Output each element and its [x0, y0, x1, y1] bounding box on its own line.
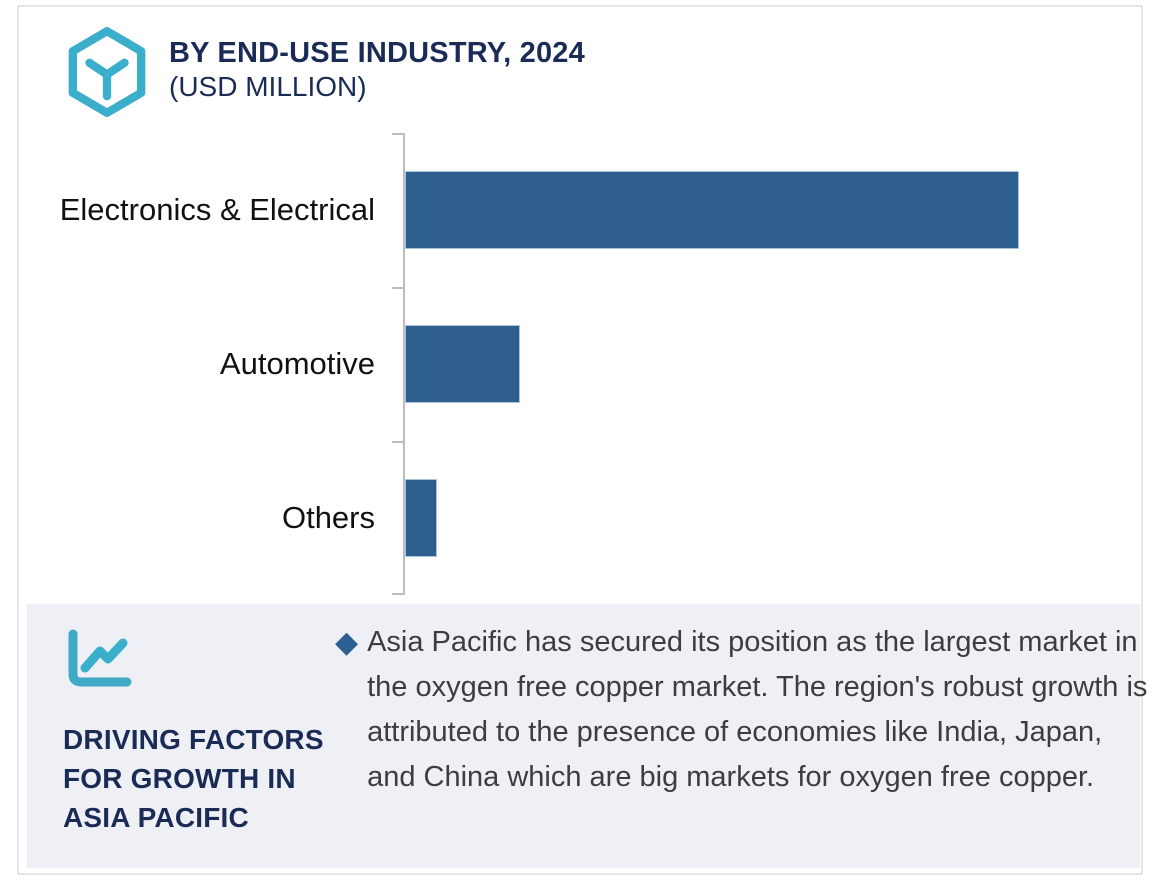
bar-row: Automotive [0, 287, 1170, 441]
title-block: BY END-USE INDUSTRY, 2024 (USD MILLION) [169, 27, 585, 104]
category-label: Electronics & Electrical [59, 192, 375, 227]
bar-track [405, 479, 1170, 557]
insights-heading: DRIVING FACTORS FOR GROWTH IN ASIA PACIF… [63, 724, 324, 833]
bar [405, 325, 520, 403]
axis-tick [392, 133, 403, 135]
bullet-item: ◆ Asia Pacific has secured its position … [335, 620, 1157, 800]
bar [405, 479, 437, 557]
line-chart-icon [68, 629, 132, 687]
chart-subtitle: (USD MILLION) [169, 71, 367, 102]
axis-tick [392, 593, 403, 595]
insights-panel: DRIVING FACTORS FOR GROWTH IN ASIA PACIF… [27, 604, 1147, 868]
axis-tick [392, 441, 403, 443]
bar-track [405, 171, 1170, 249]
diamond-bullet-icon: ◆ [335, 626, 359, 659]
y-axis-line [403, 133, 405, 595]
bar-chart: Electronics & Electrical Automotive Others [0, 133, 1170, 595]
bar-row: Others [0, 441, 1170, 595]
category-label: Automotive [219, 346, 375, 381]
axis-tick [392, 287, 403, 289]
chart-header: BY END-USE INDUSTRY, 2024 (USD MILLION) [65, 27, 585, 117]
hexagon-cube-icon [68, 27, 146, 117]
bar-track [405, 325, 1170, 403]
bar-row: Electronics & Electrical [0, 133, 1170, 287]
bar [405, 171, 1019, 249]
bullet-text: Asia Pacific has secured its position as… [367, 626, 1148, 793]
chart-title: BY END-USE INDUSTRY, 2024 [169, 37, 585, 69]
bar-chart-rows: Electronics & Electrical Automotive Others [0, 133, 1170, 595]
category-label: Others [281, 500, 375, 535]
